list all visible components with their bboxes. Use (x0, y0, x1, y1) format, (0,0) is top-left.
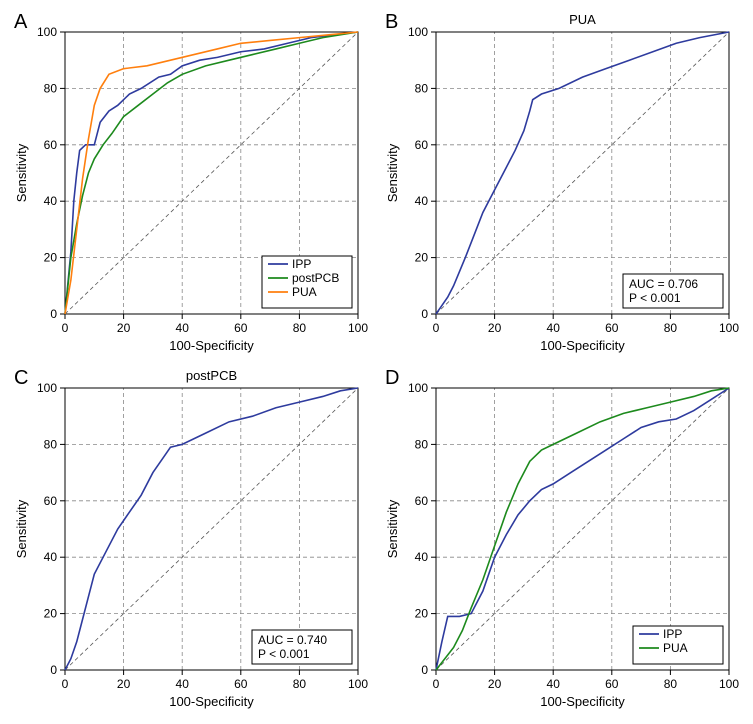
x-tick-label: 40 (176, 321, 190, 335)
y-tick-label: 60 (44, 138, 58, 152)
legend-label: PUA (663, 641, 688, 655)
x-tick-label: 80 (293, 677, 307, 691)
y-tick-label: 20 (44, 607, 58, 621)
x-tick-label: 20 (117, 321, 131, 335)
legend-label: IPP (663, 627, 682, 641)
x-tick-label: 0 (432, 321, 439, 335)
y-tick-label: 60 (414, 494, 428, 508)
y-tick-label: 40 (44, 194, 58, 208)
y-axis-label: Sensitivity (385, 143, 400, 202)
x-tick-label: 0 (432, 677, 439, 691)
y-tick-label: 100 (37, 25, 57, 39)
x-axis-label: 100-Specificity (169, 338, 254, 353)
x-tick-label: 80 (663, 677, 677, 691)
legend-label: postPCB (292, 271, 339, 285)
x-tick-label: 40 (546, 321, 560, 335)
x-tick-label: 40 (546, 677, 560, 691)
x-tick-label: 0 (62, 677, 69, 691)
x-tick-label: 60 (234, 677, 248, 691)
x-axis-label: 100-Specificity (540, 338, 625, 353)
x-tick-label: 80 (293, 321, 307, 335)
x-tick-label: 100 (348, 321, 368, 335)
panel-letter: B (385, 11, 398, 33)
x-tick-label: 100 (718, 321, 738, 335)
y-tick-label: 0 (421, 307, 428, 321)
auc-line2: P < 0.001 (258, 647, 310, 661)
y-tick-label: 60 (44, 494, 58, 508)
auc-line1: AUC = 0.740 (258, 633, 327, 647)
x-tick-label: 60 (605, 321, 619, 335)
y-tick-label: 100 (407, 381, 427, 395)
y-axis-label: Sensitivity (385, 499, 400, 558)
y-tick-label: 0 (50, 307, 57, 321)
x-axis-label: 100-Specificity (169, 694, 254, 709)
auc-line2: P < 0.001 (629, 291, 681, 305)
y-tick-label: 80 (44, 437, 58, 451)
x-tick-label: 100 (348, 677, 368, 691)
x-tick-label: 20 (117, 677, 131, 691)
panel-letter: C (14, 367, 28, 389)
chart-title: PUA (569, 12, 596, 27)
y-tick-label: 20 (44, 251, 58, 265)
panel-D: D 0 20 40 60 80 100 0 20 40 60 80 100 100-Specificity… (381, 366, 741, 714)
auc-line1: AUC = 0.706 (629, 277, 698, 291)
x-tick-label: 20 (487, 321, 501, 335)
x-tick-label: 100 (718, 677, 738, 691)
panel-letter: A (14, 11, 28, 33)
y-tick-label: 80 (414, 81, 428, 95)
y-tick-label: 20 (414, 251, 428, 265)
y-tick-label: 40 (414, 550, 428, 564)
diagonal-reference (436, 32, 729, 314)
y-tick-label: 0 (50, 663, 57, 677)
y-tick-label: 60 (414, 138, 428, 152)
panel-C: CpostPCB 0 20 40 60 80 100 0 20 40 60 80 100 100-Spec… (10, 366, 370, 714)
x-tick-label: 20 (487, 677, 501, 691)
panel-B: B PUA 0 20 40 60 80 100 0 20 40 60 80 100 100-Specific… (381, 10, 741, 358)
panel-A: A 0 20 40 60 80 100 0 20 40 60 80 100 100-Specificity… (10, 10, 370, 358)
chart-title: postPCB (186, 368, 237, 383)
panel-letter: D (385, 367, 399, 389)
y-tick-label: 20 (414, 607, 428, 621)
y-tick-label: 40 (44, 550, 58, 564)
x-tick-label: 60 (605, 677, 619, 691)
y-tick-label: 80 (414, 437, 428, 451)
x-axis-label: 100-Specificity (540, 694, 625, 709)
y-axis-label: Sensitivity (14, 499, 29, 558)
x-tick-label: 0 (62, 321, 69, 335)
legend-label: IPP (292, 257, 311, 271)
x-tick-label: 80 (663, 321, 677, 335)
y-tick-label: 0 (421, 663, 428, 677)
legend-label: PUA (292, 285, 317, 299)
figure-grid: A 0 20 40 60 80 100 0 20 40 60 80 100 100-Specificity… (10, 10, 743, 714)
y-tick-label: 100 (407, 25, 427, 39)
x-tick-label: 60 (234, 321, 248, 335)
x-tick-label: 40 (176, 677, 190, 691)
y-tick-label: 40 (414, 194, 428, 208)
y-tick-label: 80 (44, 81, 58, 95)
y-axis-label: Sensitivity (14, 143, 29, 202)
y-tick-label: 100 (37, 381, 57, 395)
